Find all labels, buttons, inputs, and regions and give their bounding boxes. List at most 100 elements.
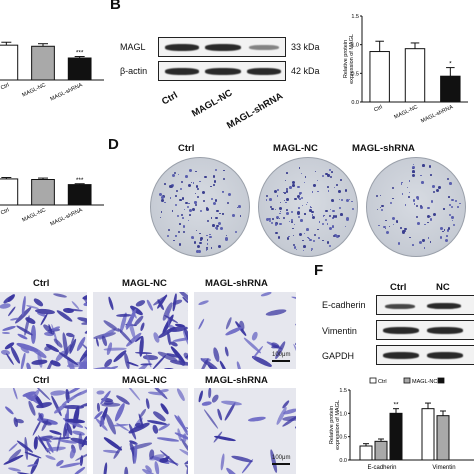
colony	[331, 170, 333, 173]
colony	[301, 204, 304, 207]
cell	[207, 388, 212, 399]
cell	[166, 331, 172, 346]
colony	[195, 170, 197, 173]
colony	[432, 191, 436, 194]
colony	[197, 187, 200, 190]
colony	[201, 191, 205, 195]
colony	[212, 175, 216, 178]
y-tick-label: 0.0	[339, 458, 347, 464]
colony	[299, 232, 303, 236]
colony	[276, 215, 280, 219]
colony	[195, 229, 198, 232]
cell	[197, 318, 205, 331]
colony	[189, 208, 193, 212]
blot-beta-actin	[158, 61, 286, 81]
colony	[321, 175, 324, 178]
colony	[303, 249, 305, 251]
colony	[327, 174, 330, 177]
colony	[313, 184, 316, 187]
category-label: Ctrl	[373, 104, 383, 113]
colony	[444, 238, 448, 242]
cell	[291, 343, 296, 366]
colony	[265, 199, 268, 201]
cell	[171, 298, 183, 307]
cell	[153, 460, 160, 474]
scale-bar-label-bottom: 100μm	[272, 455, 291, 461]
colony	[286, 211, 290, 215]
colony	[174, 203, 178, 207]
colony	[192, 181, 195, 184]
colony	[304, 213, 306, 215]
cell	[291, 296, 296, 303]
colony	[340, 179, 343, 181]
colony	[450, 206, 453, 209]
colony	[302, 240, 304, 242]
colony	[334, 215, 338, 218]
cell	[4, 405, 15, 415]
colony	[439, 236, 443, 239]
colony	[283, 199, 286, 201]
colony	[321, 222, 324, 225]
colony	[327, 186, 329, 188]
colony	[331, 224, 335, 228]
band	[165, 44, 199, 51]
colony	[331, 199, 334, 203]
significance-label: ***	[76, 50, 84, 57]
category-label: MAGL-NC	[21, 82, 47, 98]
colony	[438, 186, 441, 189]
band	[205, 68, 241, 75]
colony	[209, 234, 211, 236]
colony	[327, 190, 330, 192]
colony	[209, 235, 212, 239]
scale-bar-label-top: 100μm	[272, 352, 291, 358]
colony	[330, 175, 333, 179]
colony	[389, 201, 393, 205]
cell	[1, 325, 17, 332]
scale-bar-top	[272, 360, 290, 362]
bar	[359, 445, 373, 461]
colony	[212, 223, 216, 227]
colony	[180, 187, 183, 190]
colony	[429, 218, 433, 221]
colony	[453, 224, 456, 227]
colony	[391, 216, 395, 220]
colony	[325, 173, 328, 176]
colony	[210, 197, 213, 200]
blot-gapdh	[376, 345, 474, 365]
colony	[293, 223, 296, 226]
colony	[379, 195, 381, 197]
colony	[206, 243, 209, 245]
colony	[392, 198, 394, 200]
colony	[161, 196, 165, 199]
colony	[177, 230, 180, 233]
colony	[216, 224, 219, 228]
colony	[298, 192, 302, 195]
colony	[323, 214, 326, 216]
colony	[380, 208, 383, 211]
y-axis-label: expression of MAGL	[335, 400, 341, 450]
colony	[279, 222, 282, 226]
colony	[210, 247, 213, 250]
colony	[312, 214, 314, 216]
colony	[417, 222, 420, 225]
colony	[179, 223, 181, 225]
colony	[277, 188, 280, 191]
cell	[224, 316, 233, 330]
colony	[329, 208, 331, 211]
colony	[178, 198, 182, 202]
colony	[311, 210, 314, 214]
bar	[436, 415, 450, 461]
y-tick-label: 1.0	[351, 43, 359, 49]
cell	[261, 292, 273, 298]
colony	[399, 227, 402, 229]
blot-label-vimentin: Vimentin	[322, 326, 357, 336]
colony	[159, 216, 162, 219]
colony	[325, 209, 328, 213]
colony	[311, 206, 313, 208]
y-tick-label: 1.5	[351, 14, 359, 20]
colony	[203, 175, 207, 179]
colony	[384, 227, 386, 229]
colony	[295, 249, 297, 251]
significance-label: *	[449, 61, 452, 68]
colony	[200, 237, 204, 241]
